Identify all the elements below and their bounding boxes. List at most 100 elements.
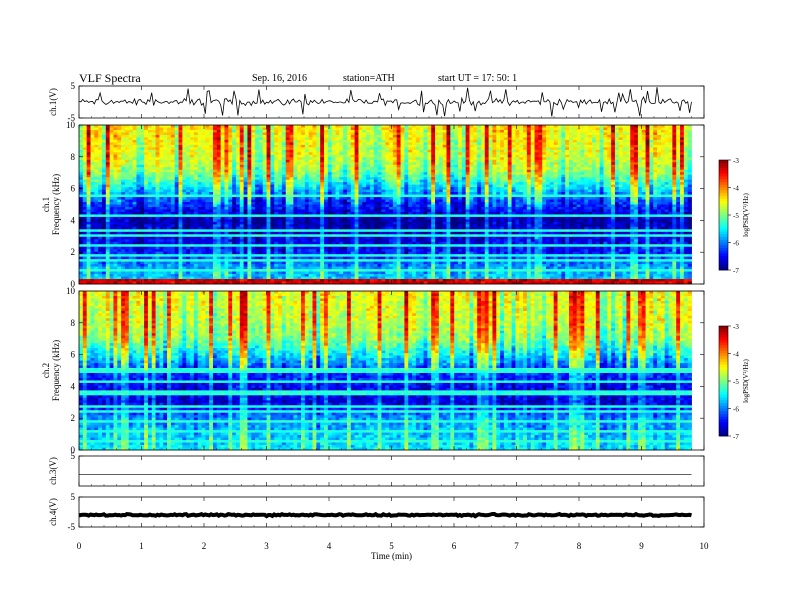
spectrogram-cell	[584, 132, 589, 136]
spectrogram-cell	[266, 149, 271, 153]
spectrogram-cell	[396, 187, 401, 190]
spectrogram-cell	[412, 134, 417, 138]
spectrogram-cell	[316, 152, 321, 156]
spectrogram-cell	[266, 139, 271, 143]
spectrogram-cell	[664, 182, 669, 186]
spectrogram-cell	[243, 182, 248, 186]
spectrogram-cell	[377, 177, 382, 181]
spectrogram-cell	[626, 147, 631, 151]
spectrogram-cell	[465, 144, 470, 148]
spectrogram-cell	[553, 154, 558, 158]
spectrogram-cell	[442, 157, 447, 161]
spectrogram-cell	[415, 164, 421, 168]
spectrogram-cell	[285, 139, 290, 143]
spectrogram-cell	[496, 162, 501, 166]
spectrogram-cell	[278, 159, 283, 163]
spectrogram-cell	[212, 142, 218, 146]
spectrogram-cell	[618, 187, 623, 190]
spectrogram-cell	[285, 192, 290, 195]
spectrogram-cell	[561, 144, 566, 148]
spectrogram-cell	[634, 182, 639, 186]
spectrogram-cell	[167, 139, 172, 143]
spectrogram-cell	[335, 194, 340, 198]
spectrogram-cell	[343, 144, 348, 148]
spectrogram-cell	[289, 134, 294, 138]
spectrogram-cell	[346, 134, 352, 138]
spectrogram-cell	[216, 164, 222, 168]
spectrogram-cell	[197, 152, 202, 156]
spectrogram-cell	[205, 194, 210, 198]
spectrogram-cell	[534, 147, 539, 151]
spectrogram-cell	[350, 129, 356, 133]
spectrogram-cell	[622, 182, 627, 186]
spectrogram-cell	[477, 197, 482, 200]
spectrogram-cell	[622, 167, 627, 171]
spectrogram-cell	[251, 127, 256, 131]
spectrogram-cell	[239, 197, 245, 200]
spectrogram-cell	[117, 164, 122, 168]
spectrogram-cell	[519, 152, 524, 156]
spectrogram-cell	[572, 182, 578, 186]
spectrogram-cell	[335, 172, 340, 176]
spectrogram-cell	[392, 187, 398, 190]
spectrogram-cell	[454, 192, 459, 195]
spectrogram-cell	[274, 134, 279, 138]
spectrogram-cell	[496, 132, 501, 136]
spectrogram-cell	[350, 187, 356, 190]
spectrogram-cell	[270, 134, 275, 138]
spectrogram-cell	[515, 187, 520, 190]
spectrogram-cell	[381, 172, 386, 176]
spectrogram-cell	[86, 192, 91, 195]
spectrogram-cell	[266, 127, 271, 131]
spectrogram-cell	[427, 189, 432, 193]
spectrogram-cell	[496, 174, 501, 178]
spectrogram-cell	[132, 139, 137, 143]
spectrogram-cell	[530, 194, 535, 198]
spectrogram-cell	[163, 162, 168, 166]
spectrogram-cell	[174, 154, 179, 158]
spectrogram-cell	[320, 147, 325, 151]
spectrogram-cell	[683, 149, 689, 153]
spectrogram-cell	[457, 194, 463, 198]
spectrogram-cell	[182, 167, 187, 171]
spectrogram-cell	[178, 174, 183, 178]
spectrogram-cell	[235, 177, 241, 181]
spectrogram-cell	[140, 187, 145, 190]
spectrogram-cell	[687, 152, 692, 156]
spectrogram-cell	[155, 169, 160, 173]
spectrogram-cell	[488, 194, 493, 198]
spectrogram-cell	[339, 169, 344, 173]
spectrogram-cell	[220, 147, 225, 151]
spectrogram-cell	[228, 162, 233, 166]
spectrogram-cell	[262, 194, 267, 198]
spectrogram-cell	[599, 152, 604, 156]
spectrogram-cell	[155, 184, 160, 188]
spectrogram-cell	[457, 184, 463, 188]
spectrogram-cell	[446, 134, 451, 138]
spectrogram-cell	[339, 199, 344, 203]
spectrogram-cell	[523, 189, 528, 193]
spectrogram-cell	[408, 187, 413, 190]
spectrogram-cell	[565, 132, 570, 136]
spectrogram-cell	[687, 184, 692, 188]
spectrogram-cell	[320, 129, 325, 133]
spectrogram-cell	[182, 182, 187, 186]
spectrogram-cell	[132, 134, 137, 138]
spectrogram-cell	[121, 172, 126, 176]
spectrogram-cell	[247, 167, 252, 171]
spectrogram-cell	[243, 134, 248, 138]
spectrogram-cell	[538, 149, 543, 153]
spectrogram-cell	[553, 172, 558, 176]
spectrogram-cell	[546, 149, 551, 153]
spectrogram-cell	[232, 194, 237, 198]
spectrogram-cell	[473, 129, 478, 133]
spectrogram-cell	[86, 172, 91, 176]
spectrogram-cell	[515, 139, 520, 143]
spectrogram-cell	[446, 132, 451, 136]
spectrogram-cell	[442, 167, 447, 171]
spectrogram-cell	[572, 147, 578, 151]
spectrogram-cell	[672, 157, 677, 161]
spectrogram-cell	[465, 192, 470, 195]
spectrogram-cell	[117, 162, 122, 166]
spectrogram-cell	[121, 127, 126, 131]
